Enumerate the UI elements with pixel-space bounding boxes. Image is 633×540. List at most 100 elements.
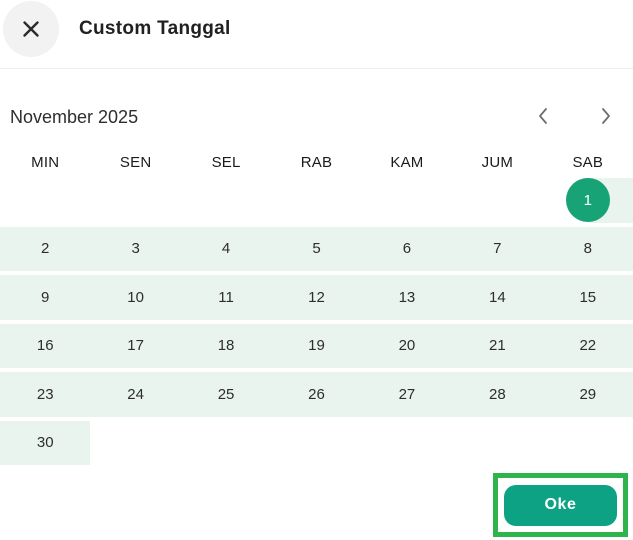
month-label: November 2025 [10,106,139,127]
day-number: 6 [402,240,412,258]
day-17[interactable]: 17 [90,324,180,369]
day-number: 20 [398,337,416,355]
day-20[interactable]: 20 [362,324,452,369]
day-21[interactable]: 21 [452,324,542,369]
day-number: 22 [579,337,597,355]
day-19[interactable]: 19 [271,324,361,369]
close-button[interactable] [3,1,59,57]
day-16[interactable]: 16 [0,324,90,369]
day-18[interactable]: 18 [181,324,271,369]
day-number: 9 [41,288,50,306]
dialog-title: Custom Tanggal [79,18,231,39]
calendar-week-row: 30 [0,420,633,466]
day-number: 14 [489,288,506,306]
day-number: 19 [308,337,325,355]
range-highlight-band [0,323,633,368]
next-month-button[interactable] [586,97,626,137]
day-23[interactable]: 23 [0,372,90,417]
focus-highlight-box: Oke [493,473,628,537]
weekday-rab: RAB [300,153,333,171]
day-number: 4 [221,240,231,258]
day-number: 5 [312,240,321,258]
chevron-right-icon [600,106,612,129]
day-number: 7 [493,240,502,258]
oke-button[interactable]: Oke [504,484,617,526]
weekday-header-row: MIN SEN SEL RAB KAM JUM SAB [0,148,633,176]
day-number: 17 [127,337,144,355]
day-28[interactable]: 28 [452,372,542,417]
calendar-week-row: 1 [0,178,633,223]
day-7[interactable]: 7 [452,227,542,272]
selected-day-circle: 1 [565,178,610,223]
day-25[interactable]: 25 [181,372,271,417]
day-9[interactable]: 9 [0,275,90,320]
empty-day-cell [271,178,361,223]
day-2[interactable]: 2 [0,227,90,272]
calendar-week-row: 23 24 25 26 27 28 29 [0,372,633,417]
calendar-grid: 1 2 3 4 5 6 7 8 9 10 11 12 13 14 15 16 17 18 19 20 21 22 23 24 2… [0,178,633,469]
day-15[interactable]: 15 [543,275,633,320]
empty-day-cell [90,421,180,466]
day-1[interactable]: 1 [543,178,633,223]
day-10[interactable]: 10 [90,275,180,320]
empty-day-cell [452,421,542,466]
empty-day-cell [90,178,180,223]
empty-day-cell [362,178,452,223]
day-22[interactable]: 22 [543,324,633,369]
weekday-min: MIN [31,153,60,171]
empty-day-cell [362,421,452,466]
day-number: 10 [127,288,144,306]
empty-day-cell [543,421,633,466]
day-5[interactable]: 5 [271,227,361,272]
weekday-sab: SAB [572,153,604,171]
empty-day-cell [0,178,90,223]
day-number: 24 [127,385,144,403]
day-6[interactable]: 6 [362,227,452,272]
day-number: 30 [36,434,54,452]
empty-day-cell [181,421,271,466]
day-29[interactable]: 29 [543,372,633,417]
day-26[interactable]: 26 [271,372,361,417]
range-highlight-band [0,226,633,271]
calendar-week-row: 2 3 4 5 6 7 8 [0,226,633,272]
day-24[interactable]: 24 [90,372,180,417]
range-highlight-band [0,372,633,417]
empty-day-cell [271,421,361,466]
day-13[interactable]: 13 [362,275,452,320]
header-divider [0,68,633,69]
day-8[interactable]: 8 [543,227,633,272]
day-number: 12 [308,288,325,306]
day-number: 16 [36,337,54,355]
day-number: 23 [36,385,54,403]
calendar-week-row: 9 10 11 12 13 14 15 [0,275,633,320]
weekday-sel: SEL [211,153,241,171]
day-number: 13 [398,288,416,306]
day-number: 3 [131,240,140,258]
day-14[interactable]: 14 [452,275,542,320]
day-number: 29 [579,385,597,403]
prev-month-button[interactable] [523,97,563,137]
day-number: 2 [41,240,50,258]
day-30[interactable]: 30 [0,421,90,466]
day-number: 28 [489,385,506,403]
weekday-sen: SEN [119,153,152,171]
day-number: 26 [308,385,325,403]
day-12[interactable]: 12 [271,275,361,320]
empty-day-cell [452,178,542,223]
day-3[interactable]: 3 [90,227,180,272]
weekday-kam: KAM [390,153,424,171]
day-11[interactable]: 11 [181,275,271,320]
empty-day-cell [181,178,271,223]
range-highlight-band [0,275,633,320]
day-number: 18 [217,337,235,355]
weekday-jum: JUM [481,153,514,171]
day-number: 8 [583,240,592,258]
range-highlight-band [0,420,91,465]
day-4[interactable]: 4 [181,227,271,272]
day-number: 11 [218,288,234,306]
day-number: 21 [489,337,506,355]
chevron-left-icon [537,106,549,129]
close-icon [19,17,43,41]
day-27[interactable]: 27 [362,372,452,417]
